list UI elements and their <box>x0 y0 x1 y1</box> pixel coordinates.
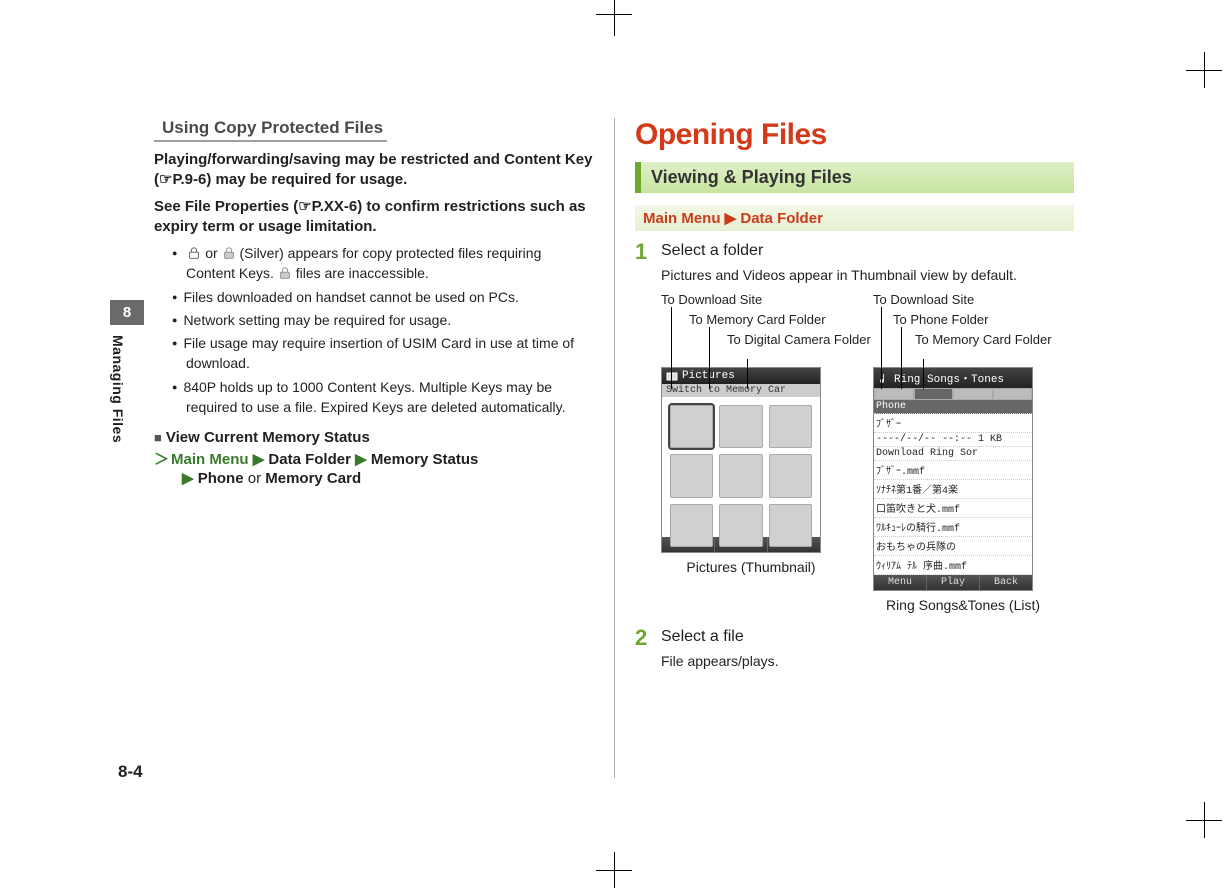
step-2: 2 Select a file <box>635 627 1074 649</box>
memory-status-heading: ■ View Current Memory Status <box>154 429 594 446</box>
bullet-item: or (Silver) appears for copy protected f… <box>172 243 594 284</box>
crop-mark <box>1204 802 1205 838</box>
callout-labels: To Download Site To Memory Card Folder T… <box>661 293 841 367</box>
page-number: 8-4 <box>118 762 143 782</box>
crop-mark <box>614 852 615 888</box>
left-column: Using Copy Protected Files Playing/forwa… <box>154 118 614 778</box>
crop-mark <box>1204 52 1205 88</box>
bullet-list: or (Silver) appears for copy protected f… <box>154 243 594 417</box>
lock-key-icon <box>187 246 201 260</box>
callout-digital-camera-folder: To Digital Camera Folder <box>727 333 871 347</box>
phone-screen-pictures: Pictures Switch to Memory Car <box>661 367 821 553</box>
list-row: ----/--/-- --:-- 1 KB <box>874 433 1032 447</box>
lock-silver-icon <box>278 266 292 280</box>
thumbnail-cell <box>719 504 762 547</box>
screenshot-caption: Pictures (Thumbnail) <box>661 559 841 575</box>
section-heading: Viewing & Playing Files <box>635 162 1074 193</box>
memory-status-title: View Current Memory Status <box>166 429 370 446</box>
chevron-icon: ＞ <box>154 451 169 468</box>
intro-text-2: See File Properties (☞P.XX-6) to confirm… <box>154 197 594 238</box>
step-subtext: File appears/plays. <box>661 653 1074 669</box>
pictures-screenshot-column: To Download Site To Memory Card Folder T… <box>661 293 841 613</box>
thumbnail-cell <box>670 504 713 547</box>
screenshots-area: To Download Site To Memory Card Folder T… <box>661 293 1074 613</box>
screen-subtitle: Switch to Memory Car <box>662 384 820 397</box>
section-subhead: Using Copy Protected Files <box>154 118 387 142</box>
screen-list: Phone ﾌﾞｻﾞｰ ----/--/-- --:-- 1 KB Downlo… <box>874 400 1032 575</box>
thumbnail-cell <box>670 405 713 448</box>
square-bullet-icon: ■ <box>154 430 162 445</box>
thumbnail-cell <box>670 454 713 497</box>
folder-icon <box>666 370 678 382</box>
step-number: 2 <box>635 627 661 649</box>
chapter-number: 8 <box>110 300 144 325</box>
screen-tabbar <box>874 388 1032 400</box>
music-icon <box>878 372 890 384</box>
page-title: Opening Files <box>635 118 1074 152</box>
bullet-item: Files downloaded on handset cannot be us… <box>172 287 594 307</box>
right-column: Opening Files Viewing & Playing Files Ma… <box>614 118 1074 778</box>
list-row: ｿﾅﾁﾈ第1番／第4楽 <box>874 480 1032 499</box>
thumbnail-cell <box>769 504 812 547</box>
softkey-menu: Menu <box>874 575 927 590</box>
step-title: Select a file <box>661 627 744 649</box>
bullet-item: Network setting may be required for usag… <box>172 310 594 330</box>
list-row: 口笛吹きと犬.mmf <box>874 499 1032 518</box>
screen-softkeys: Menu Play Back <box>874 575 1032 590</box>
screenshot-caption: Ring Songs&Tones (List) <box>873 597 1053 613</box>
chapter-tab: 8 Managing Files <box>110 300 144 460</box>
softkey-back: Back <box>980 575 1032 590</box>
callout-memory-card-folder: To Memory Card Folder <box>915 333 1052 347</box>
step-subtext: Pictures and Videos appear in Thumbnail … <box>661 267 1074 283</box>
bullet-item: 840P holds up to 1000 Content Keys. Mult… <box>172 377 594 418</box>
screen-title: Ring Songs・Tones <box>874 368 1032 388</box>
callout-download-site: To Download Site <box>873 293 974 307</box>
list-row: ｳｨﾘｱﾑ ﾃﾙ 序曲.mmf <box>874 556 1032 575</box>
list-row: Download Ring Sor <box>874 447 1032 461</box>
list-row: ﾌﾞｻﾞｰ <box>874 414 1032 433</box>
ringtones-screenshot-column: To Download Site To Phone Folder To Memo… <box>873 293 1053 613</box>
list-row: Phone <box>874 400 1032 414</box>
thumbnail-cell <box>719 405 762 448</box>
softkey-play: Play <box>927 575 980 590</box>
list-row: ﾌﾞｻﾞｰ.mmf <box>874 461 1032 480</box>
screen-body <box>662 397 820 537</box>
callout-labels: To Download Site To Phone Folder To Memo… <box>873 293 1053 367</box>
thumbnail-cell <box>769 405 812 448</box>
thumbnail-cell <box>769 454 812 497</box>
step-number: 1 <box>635 241 661 263</box>
breadcrumb: Main Menu ▶ Data Folder <box>635 205 1074 231</box>
page-content: Using Copy Protected Files Playing/forwa… <box>154 118 1094 778</box>
thumbnail-cell <box>719 454 762 497</box>
crop-mark <box>614 0 615 36</box>
screen-title: Pictures <box>662 368 820 384</box>
callout-download-site: To Download Site <box>661 293 762 307</box>
chapter-label: Managing Files <box>110 325 126 443</box>
bullet-item: File usage may require insertion of USIM… <box>172 333 594 374</box>
list-row: おもちゃの兵隊の <box>874 537 1032 556</box>
callout-memory-card-folder: To Memory Card Folder <box>689 313 826 327</box>
nav-path: ＞Main Menu ▶ Data Folder ▶ Memory Status… <box>154 448 594 487</box>
lock-silver-icon <box>222 246 236 260</box>
phone-screen-ringtones: Ring Songs・Tones Phone ﾌﾞｻﾞｰ ----/--/-- … <box>873 367 1033 591</box>
step-title: Select a folder <box>661 241 763 263</box>
step-1: 1 Select a folder <box>635 241 1074 263</box>
callout-phone-folder: To Phone Folder <box>893 313 988 327</box>
list-row: ﾜﾙｷｭｰﾚの騎行.mmf <box>874 518 1032 537</box>
intro-text-1: Playing/forwarding/saving may be restric… <box>154 150 594 191</box>
